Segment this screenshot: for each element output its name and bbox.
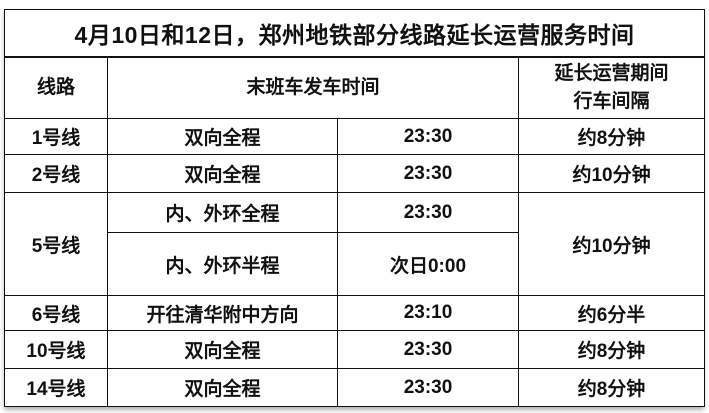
- header-interval-line1: 延长运营期间: [554, 63, 669, 85]
- cell-line: 2号线: [4, 154, 108, 193]
- cell-scope: 内、外环全程: [107, 192, 338, 233]
- table-row-line2: 2号线 双向全程 23:30 约10分钟: [4, 154, 706, 193]
- header-interval: 延长运营期间 行车间隔: [517, 56, 706, 119]
- cell-scope: 双向全程: [107, 330, 338, 369]
- cell-time: 23:30: [337, 154, 519, 193]
- header-last-train-departure: 末班车发车时间: [107, 56, 519, 119]
- header-row: 线路 末班车发车时间 延长运营期间 行车间隔: [4, 56, 706, 119]
- table-row-line10: 10号线 双向全程 23:30 约8分钟: [4, 330, 706, 369]
- table-row-line5-full-loop: 5号线 内、外环全程 23:30 约10分钟: [4, 192, 706, 296]
- cell-scope: 双向全程: [107, 368, 338, 407]
- table-row-line1: 1号线 双向全程 23:30 约8分钟: [4, 118, 706, 155]
- cell-time: 23:10: [337, 295, 519, 331]
- cell-scope: 双向全程: [107, 118, 338, 155]
- title-row: 4月10日和12日，郑州地铁部分线路延长运营服务时间: [3, 9, 706, 58]
- cell-line: 6号线: [4, 295, 108, 331]
- header-line: 线路: [4, 56, 108, 119]
- cell-time: 23:30: [337, 118, 519, 155]
- metro-schedule-table: 4月10日和12日，郑州地铁部分线路延长运营服务时间 线路 末班车发车时间 延长…: [3, 9, 706, 407]
- cell-interval: 约6分半: [517, 295, 706, 331]
- cell-time: 23:30: [337, 330, 519, 369]
- cell-line: 14号线: [4, 368, 108, 407]
- cell-line: 1号线: [4, 118, 108, 155]
- cell-scope: 双向全程: [107, 154, 338, 193]
- cell-line: 5号线: [4, 192, 108, 296]
- cell-interval: 约10分钟: [517, 192, 706, 296]
- metro-schedule-sheet: 4月10日和12日，郑州地铁部分线路延长运营服务时间 线路 末班车发车时间 延长…: [3, 9, 706, 407]
- table-row-line6: 6号线 开往清华附中方向 23:10 约6分半: [4, 295, 706, 331]
- header-interval-line2: 行车间隔: [573, 91, 650, 112]
- cell-time: 23:30: [337, 368, 519, 407]
- cell-line: 10号线: [4, 330, 108, 369]
- table-row-line5-half-loop: 内、外环半程 次日0:00: [5, 232, 705, 296]
- table-row-line14: 14号线 双向全程 23:30 约8分钟: [4, 368, 706, 407]
- cell-interval: 约8分钟: [517, 118, 706, 155]
- cell-interval: 约10分钟: [517, 154, 706, 193]
- cell-time: 23:30: [337, 192, 519, 233]
- cell-scope: 开往清华附中方向: [107, 295, 338, 331]
- table-title: 4月10日和12日，郑州地铁部分线路延长运营服务时间: [3, 9, 706, 58]
- cell-interval: 约8分钟: [517, 330, 706, 369]
- cell-time: 次日0:00: [337, 232, 519, 296]
- cell-scope: 内、外环半程: [107, 232, 338, 296]
- cell-interval: 约8分钟: [517, 368, 706, 407]
